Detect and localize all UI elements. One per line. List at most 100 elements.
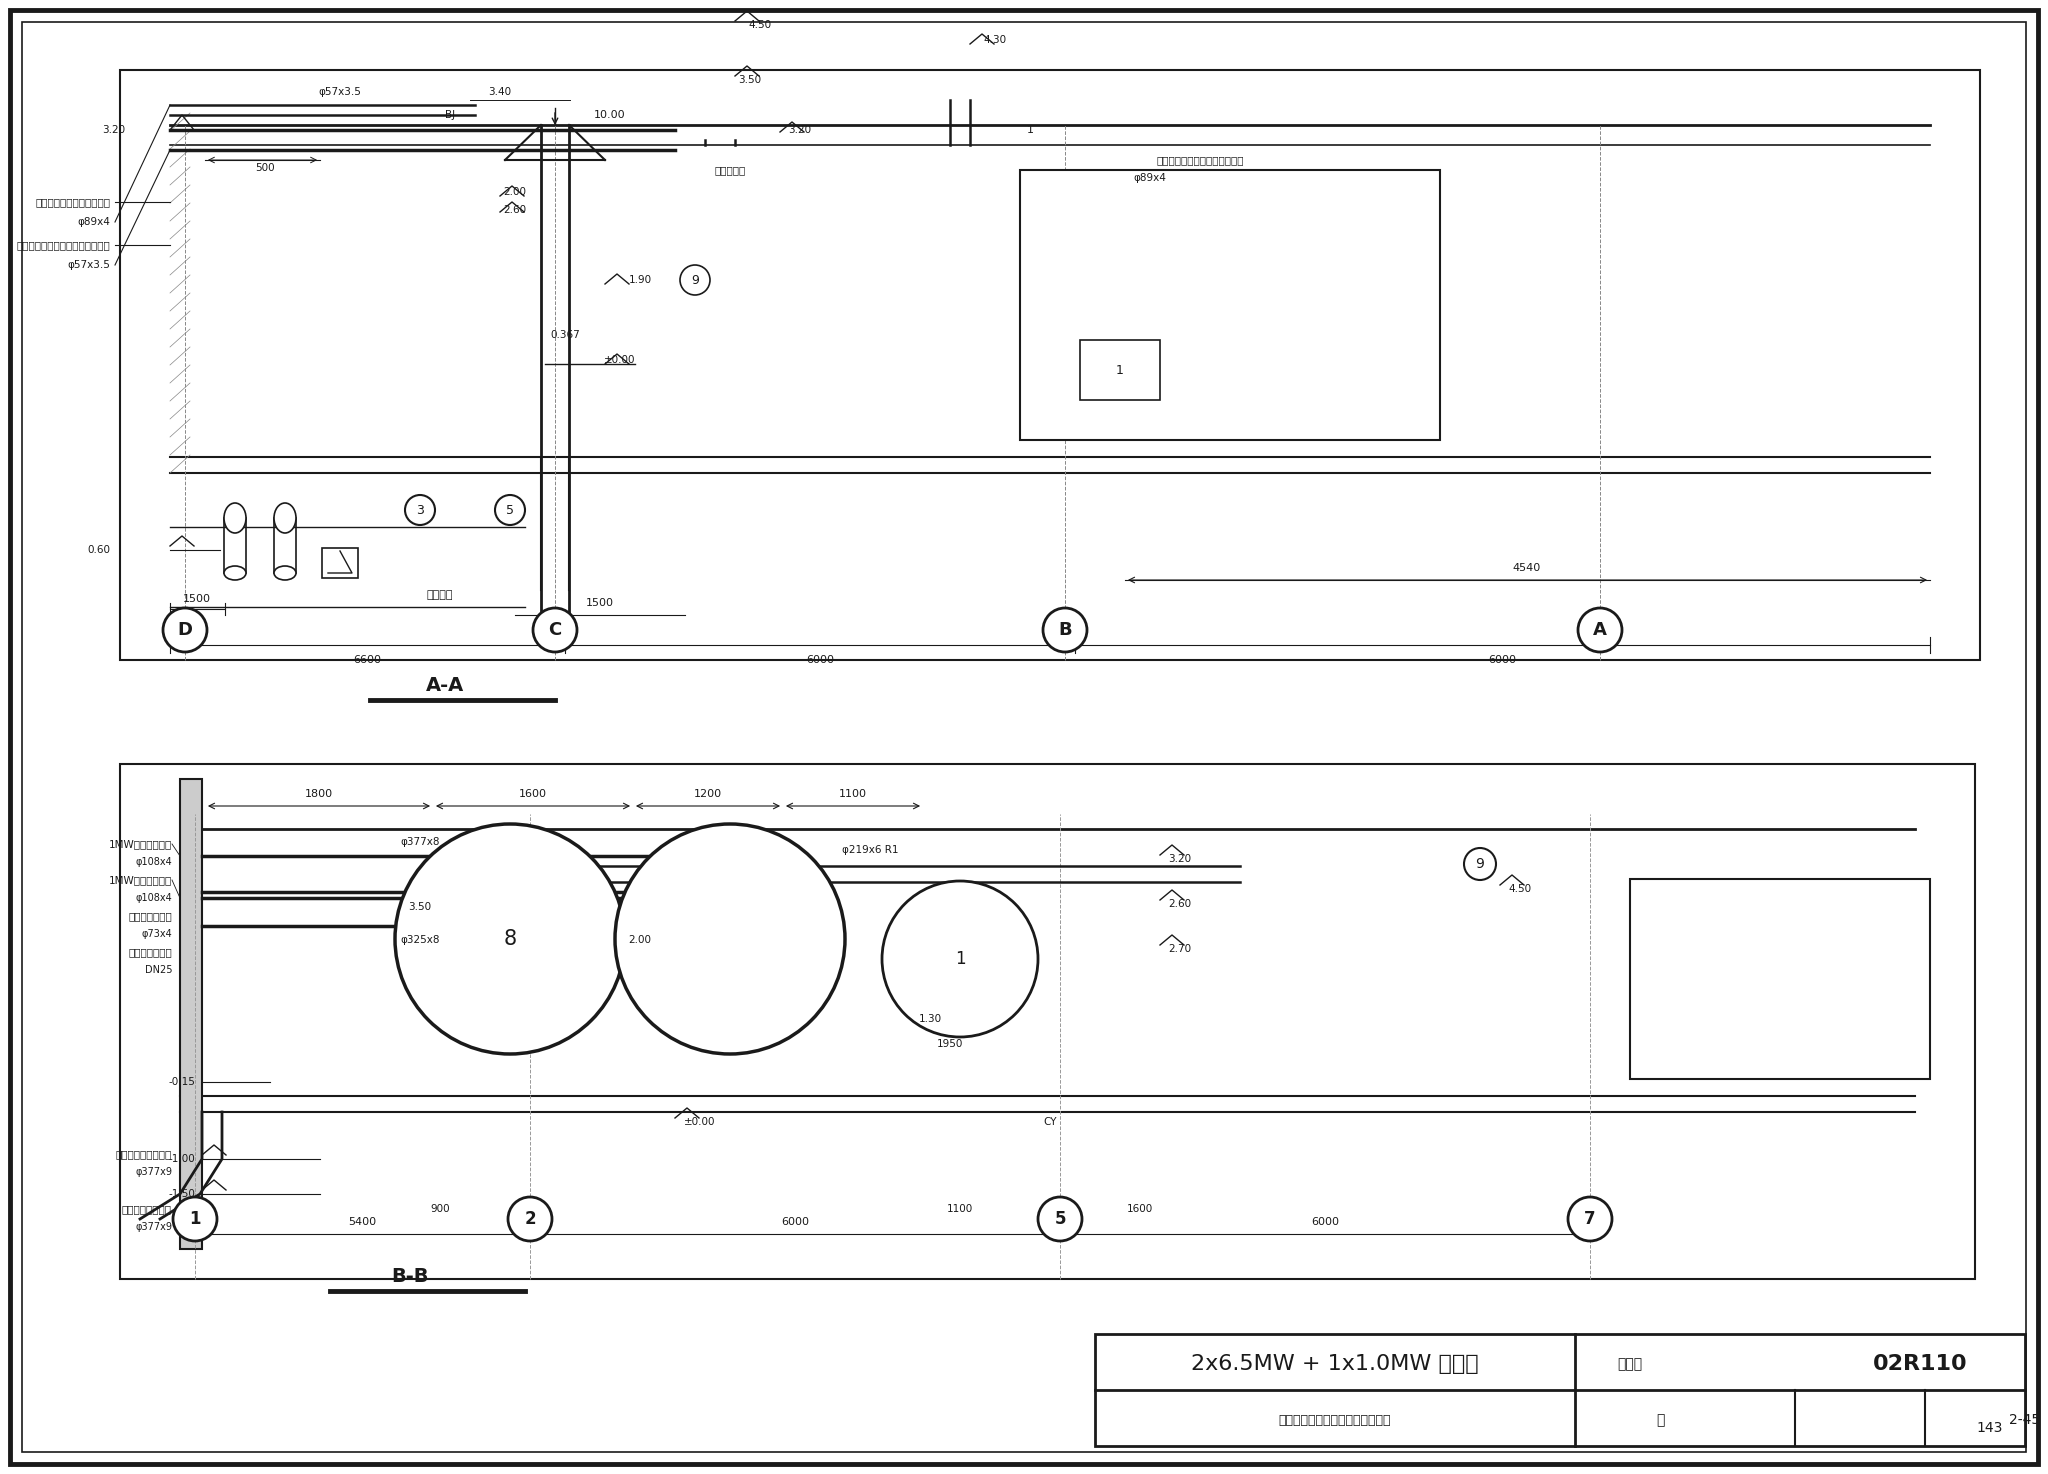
Text: 4.30: 4.30 <box>983 35 1006 46</box>
Text: φ89x4: φ89x4 <box>78 217 111 227</box>
Text: 图集号: 图集号 <box>1618 1358 1642 1371</box>
Text: 1MW热水锅炉出水: 1MW热水锅炉出水 <box>109 839 172 849</box>
Circle shape <box>1464 848 1495 880</box>
Text: 2.00: 2.00 <box>504 187 526 198</box>
Text: 全自动软水器出水去除氧软化水箱: 全自动软水器出水去除氧软化水箱 <box>16 240 111 251</box>
Text: 4540: 4540 <box>1513 563 1542 573</box>
Text: 1500: 1500 <box>586 598 614 607</box>
Text: 审核赵其军校对孔汉刚设计李春林: 审核赵其军校对孔汉刚设计李春林 <box>1278 1414 1391 1427</box>
Ellipse shape <box>274 566 297 579</box>
Text: B: B <box>1059 621 1071 640</box>
Text: 锅炉安全阀排水接至室外安全处: 锅炉安全阀排水接至室外安全处 <box>1157 155 1243 165</box>
Text: 6000: 6000 <box>807 654 834 665</box>
Circle shape <box>172 1197 217 1241</box>
Text: 1: 1 <box>1026 125 1034 136</box>
Text: BJ: BJ <box>444 111 455 119</box>
Circle shape <box>614 824 846 1054</box>
Text: D: D <box>178 621 193 640</box>
Text: 9: 9 <box>690 274 698 286</box>
Text: 3.50: 3.50 <box>408 902 432 912</box>
Text: 0.60: 0.60 <box>86 545 111 556</box>
Circle shape <box>395 824 625 1054</box>
Text: φ377x8: φ377x8 <box>399 837 440 848</box>
Text: φ219x6 R1: φ219x6 R1 <box>842 845 899 855</box>
Text: φ108x4: φ108x4 <box>135 856 172 867</box>
Text: ±0.00: ±0.00 <box>684 1117 715 1128</box>
Text: 2: 2 <box>524 1210 537 1228</box>
Text: -1.50: -1.50 <box>168 1190 195 1198</box>
Ellipse shape <box>223 503 246 534</box>
Text: 4.50: 4.50 <box>1509 884 1532 895</box>
Text: φ377x9: φ377x9 <box>135 1222 172 1232</box>
Text: φ89x4: φ89x4 <box>1133 172 1167 183</box>
Text: C: C <box>549 621 561 640</box>
Text: 5: 5 <box>1055 1210 1065 1228</box>
Text: 1.90: 1.90 <box>629 276 651 284</box>
Text: 1: 1 <box>954 951 965 968</box>
Circle shape <box>883 881 1038 1038</box>
Text: 3.50: 3.50 <box>739 75 762 85</box>
Text: 1950: 1950 <box>936 1039 963 1049</box>
Text: 热网回水管来自小区: 热网回水管来自小区 <box>117 1150 172 1159</box>
Circle shape <box>496 495 524 525</box>
Text: 2.70: 2.70 <box>1169 943 1192 954</box>
Ellipse shape <box>223 566 246 579</box>
Text: 1600: 1600 <box>518 789 547 799</box>
Text: 2.60: 2.60 <box>1169 899 1192 909</box>
Text: 1500: 1500 <box>182 594 211 604</box>
Text: 6000: 6000 <box>1311 1218 1339 1226</box>
Text: 1100: 1100 <box>946 1204 973 1215</box>
Text: B-B: B-B <box>391 1268 428 1287</box>
Bar <box>121 764 1974 1279</box>
Text: 1200: 1200 <box>694 789 723 799</box>
Text: 2.60: 2.60 <box>504 205 526 215</box>
Bar <box>121 69 1980 660</box>
Circle shape <box>406 495 434 525</box>
Text: 143: 143 <box>1976 1421 2003 1436</box>
Circle shape <box>1042 607 1087 652</box>
Text: 1MW热水锅炉进水: 1MW热水锅炉进水 <box>109 876 172 884</box>
Text: 生活热水供水管: 生活热水供水管 <box>129 911 172 921</box>
Text: 1600: 1600 <box>1126 1204 1153 1215</box>
Text: 1: 1 <box>1116 364 1124 376</box>
Text: 7: 7 <box>1585 1210 1595 1228</box>
Text: 500: 500 <box>256 164 274 172</box>
Text: 4.50: 4.50 <box>748 21 772 29</box>
Text: 9: 9 <box>1475 856 1485 871</box>
Text: A-A: A-A <box>426 675 465 694</box>
Text: φ325x8: φ325x8 <box>399 935 440 945</box>
Text: 5400: 5400 <box>348 1218 377 1226</box>
Bar <box>180 769 1915 828</box>
Circle shape <box>1579 607 1622 652</box>
Text: 1: 1 <box>188 1210 201 1228</box>
Circle shape <box>164 607 207 652</box>
Text: 除氧器进水管来自除氧水泵: 除氧器进水管来自除氧水泵 <box>35 198 111 206</box>
Bar <box>1020 170 1440 441</box>
Text: φ57x3.5: φ57x3.5 <box>68 259 111 270</box>
Text: 1100: 1100 <box>840 789 866 799</box>
Circle shape <box>1569 1197 1612 1241</box>
Text: 1800: 1800 <box>305 789 334 799</box>
Text: 5: 5 <box>506 504 514 516</box>
Circle shape <box>680 265 711 295</box>
Ellipse shape <box>274 503 297 534</box>
Text: φ73x4: φ73x4 <box>141 929 172 939</box>
Text: 02R110: 02R110 <box>1872 1355 1968 1374</box>
Text: φ377x9: φ377x9 <box>135 1167 172 1178</box>
Text: 3.40: 3.40 <box>487 87 512 97</box>
Text: 6600: 6600 <box>352 654 381 665</box>
Text: 3.20: 3.20 <box>788 125 811 136</box>
Circle shape <box>532 607 578 652</box>
Bar <box>322 548 358 578</box>
Text: 3.20: 3.20 <box>1169 853 1192 864</box>
Circle shape <box>508 1197 553 1241</box>
Circle shape <box>1038 1197 1081 1241</box>
Text: φ108x4: φ108x4 <box>135 893 172 904</box>
Bar <box>1096 1334 2025 1446</box>
Bar <box>1079 340 1159 399</box>
Text: 2x6.5MW + 1x1.0MW 剖视图: 2x6.5MW + 1x1.0MW 剖视图 <box>1192 1355 1479 1374</box>
Text: 2-45: 2-45 <box>2009 1414 2040 1427</box>
Text: 3: 3 <box>416 504 424 516</box>
Text: 900: 900 <box>430 1204 451 1215</box>
Text: 2.00: 2.00 <box>629 935 651 945</box>
